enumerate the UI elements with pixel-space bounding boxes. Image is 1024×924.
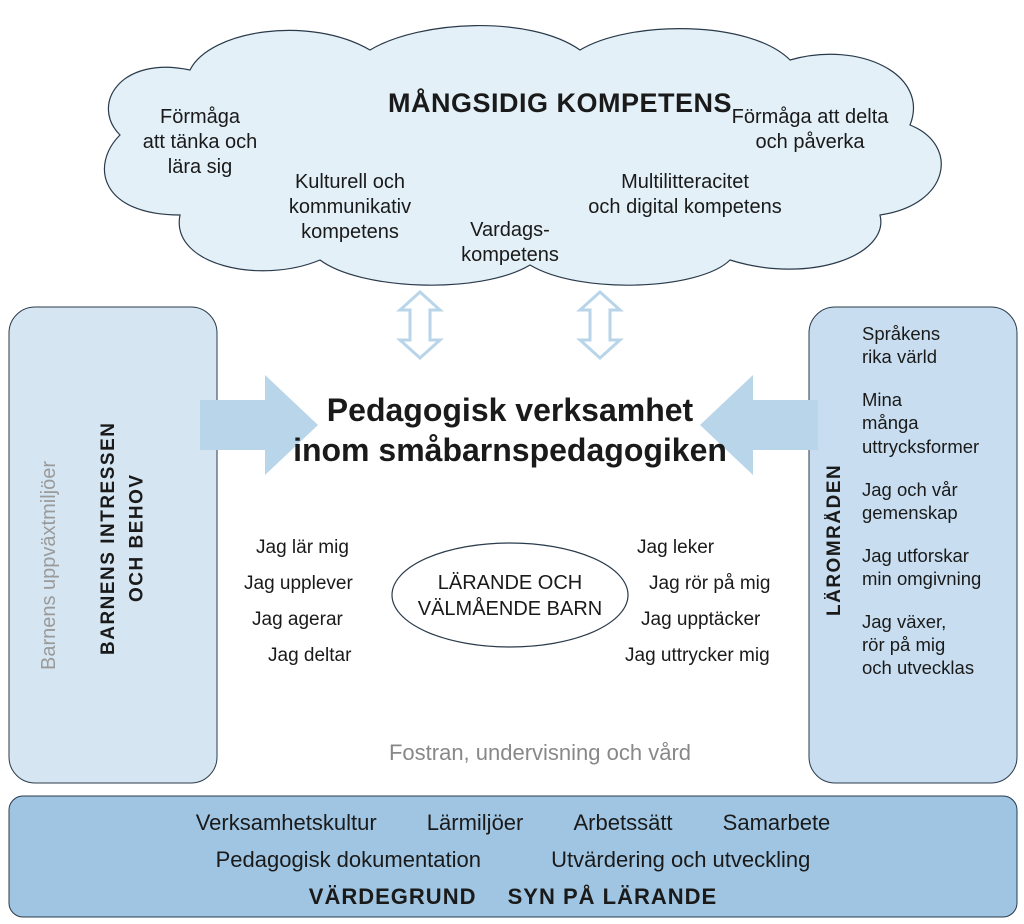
bottom-row-1: Verksamhetskultur Lärmiljöer Arbetssätt … <box>8 810 1018 836</box>
right-jag-1: Jag rör på mig <box>625 566 805 602</box>
right-bold-label: LÄROMRÅDEN <box>824 440 846 640</box>
center-left-list: Jag lär mig Jag upplever Jag agerar Jag … <box>240 530 400 674</box>
b3-0: VÄRDEGRUND <box>309 884 477 909</box>
bottom-row-3: VÄRDEGRUND SYN PÅ LÄRANDE <box>8 884 1018 910</box>
right-panel-list: Språkens rika värld Mina många uttrycksf… <box>862 322 1017 680</box>
right-item-2: Jag och vår gemenskap <box>862 478 1017 524</box>
cloud-item-multi: Multilitteracitet och digital kompetens <box>570 170 800 220</box>
b1-3: Samarbete <box>723 810 831 835</box>
b2-1: Utvärdering och utveckling <box>551 847 810 872</box>
cloud-item-everyday: Vardags- kompetens <box>440 218 580 268</box>
left-list-0: Jag lär mig <box>240 530 400 566</box>
cloud-title: MÅNGSIDIG KOMPETENS <box>350 88 770 119</box>
cloud-item-participate: Förmåga att delta och påverka <box>715 105 905 155</box>
oval-text: LÄRANDE OCH VÄLMÅENDE BARN <box>400 570 620 622</box>
cloud-item-think: Förmåga att tänka och lära sig <box>125 105 275 180</box>
right-jag-3: Jag uttrycker mig <box>625 638 805 674</box>
left-bold-label: BARNENS INTRESSEN OCH BEHOV <box>95 388 152 688</box>
right-item-3: Jag utforskar min omgivning <box>862 544 1017 590</box>
bottom-row-2: Pedagogisk dokumentation Utvärdering och… <box>8 847 1018 873</box>
b1-2: Arbetssätt <box>574 810 673 835</box>
cloud-item-cultural: Kulturell och kommunikativ kompetens <box>265 170 435 245</box>
center-right-list: Jag leker Jag rör på mig Jag upptäcker J… <box>625 530 805 674</box>
right-item-0: Språkens rika värld <box>862 322 1017 368</box>
right-jag-0: Jag leker <box>625 530 805 566</box>
bidir-arrow-right <box>575 290 625 360</box>
right-item-1: Mina många uttrycksformer <box>862 388 1017 457</box>
bidir-arrow-left <box>395 290 445 360</box>
left-list-3: Jag deltar <box>240 638 400 674</box>
left-list-2: Jag agerar <box>240 602 400 638</box>
right-item-4: Jag växer, rör på mig och utvecklas <box>862 610 1017 679</box>
right-jag-2: Jag upptäcker <box>625 602 805 638</box>
b1-0: Verksamhetskultur <box>196 810 377 835</box>
left-gray-label: Barnens uppväxtmiljöer <box>38 410 61 670</box>
b1-1: Lärmiljöer <box>427 810 524 835</box>
b2-0: Pedagogisk dokumentation <box>216 847 481 872</box>
b3-1: SYN PÅ LÄRANDE <box>508 884 718 909</box>
left-list-1: Jag upplever <box>240 566 400 602</box>
center-subtitle: Fostran, undervisning och vård <box>340 740 740 766</box>
center-title: Pedagogisk verksamhet inom småbarnspedag… <box>240 390 780 470</box>
